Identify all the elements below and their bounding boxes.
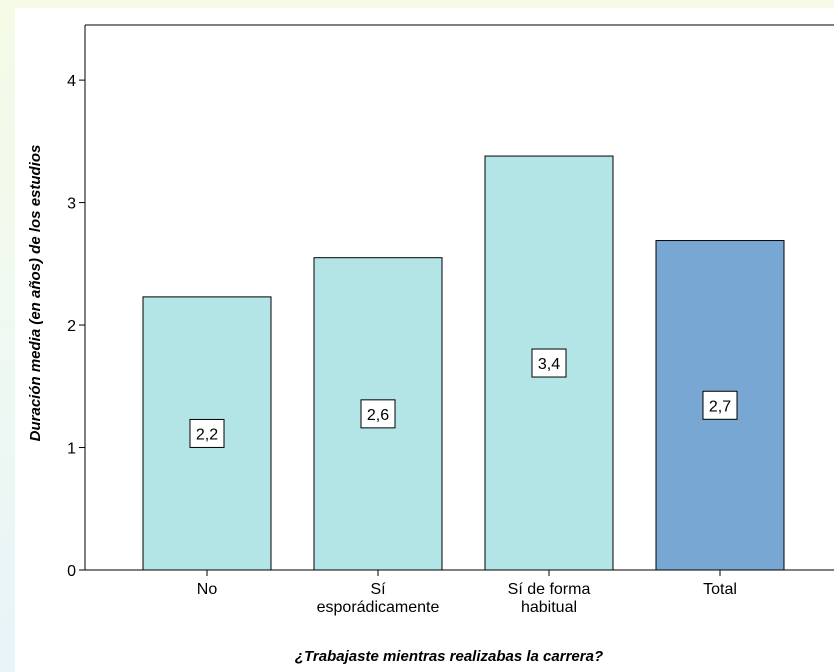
y-tick-label: 4 [67, 73, 76, 90]
data-label: 2,7 [709, 398, 731, 415]
data-label: 3,4 [538, 356, 560, 373]
x-tick-label: Sí de forma habitual [508, 581, 591, 616]
x-tick-label: No [197, 581, 218, 598]
data-label: 2,2 [196, 426, 218, 443]
x-tick-label: Sí esporádicamente [317, 581, 440, 616]
data-label-box [189, 418, 225, 448]
data-label-box [702, 390, 738, 420]
y-tick-label: 0 [67, 563, 76, 580]
data-labels-layer: 2,2 2,6 3,4 2,7 [189, 348, 738, 448]
data-label-box [360, 399, 396, 429]
bars-layer [142, 155, 785, 571]
data-label-box [531, 348, 567, 378]
x-axis-title: ¿Trabajaste mientras realizabas la carre… [295, 648, 603, 665]
y-axis-title: Duración media (en años) de los estudios [27, 145, 44, 442]
y-tick-label: 2 [67, 318, 76, 335]
axis-layer: 0 1 2 3 4 No Sí esporádicamente Sí de forma habit… [67, 24, 834, 616]
y-tick-label: 3 [67, 196, 76, 213]
y-tick-label: 1 [67, 441, 76, 458]
data-label: 2,6 [367, 407, 389, 424]
x-tick-label: Total [703, 581, 737, 598]
